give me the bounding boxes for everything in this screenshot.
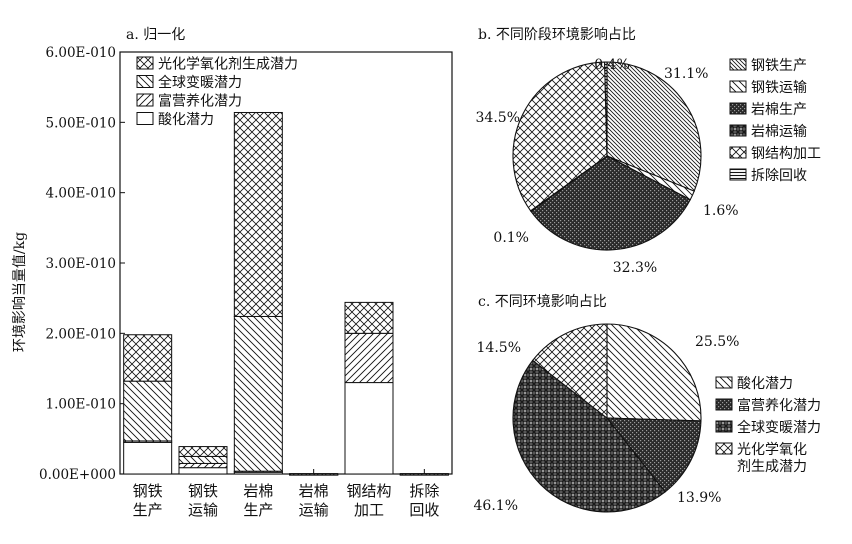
- bar-segment: [344, 332, 394, 384]
- x-tick-label: 钢铁: [188, 482, 218, 500]
- chart-b-slices: [512, 61, 702, 251]
- bar-segment: [289, 473, 339, 476]
- slice-percent-label: 46.1%: [474, 498, 518, 514]
- x-tick-label: 运输: [299, 501, 329, 519]
- chart-a-title: a. 归一化: [126, 26, 185, 43]
- legend-swatch: [136, 93, 154, 107]
- legend-label: 岩棉运输: [751, 123, 807, 140]
- legend-swatch: [729, 168, 747, 181]
- slice-percent-label: 34.5%: [476, 110, 520, 126]
- legend-swatch: [715, 398, 733, 411]
- bar-segment: [178, 455, 228, 464]
- pie-slice: [512, 359, 666, 513]
- y-axis-label: 环境影响当量值/kg: [12, 232, 28, 352]
- bar-segment: [123, 441, 173, 475]
- legend-label: 富营养化潜力: [158, 93, 242, 110]
- y-tick-label: 4.00E-010: [46, 186, 117, 202]
- legend-label: 光化学氧化: [737, 442, 807, 458]
- slice-percent-label: 0.4%: [594, 57, 630, 73]
- x-tick-label: 钢铁: [133, 482, 163, 500]
- bar-segment: [233, 111, 283, 317]
- slice-percent-label: 13.9%: [677, 490, 721, 506]
- chart-a-bars: [123, 111, 449, 476]
- slice-percent-label: 32.3%: [613, 260, 657, 276]
- legend-label: 钢铁运输: [751, 80, 807, 96]
- y-tick-label: 6.00E-010: [46, 45, 117, 61]
- stacked-bar-chart: a. 归一化 环境影响当量值/kg 0.00E+000 1.00E-010 2.00…: [12, 26, 453, 519]
- chart-c-slices: [512, 323, 702, 513]
- legend-swatch: [729, 80, 747, 93]
- pie-slice: [605, 417, 702, 493]
- x-tick-label: 运输: [188, 501, 218, 519]
- x-tick-label: 加工: [354, 501, 384, 519]
- bar-segment: [178, 462, 228, 469]
- bar-segment: [344, 382, 394, 475]
- legend-swatch: [729, 58, 747, 71]
- legend-label: 全球变暖潜力: [737, 419, 821, 436]
- chart-c-labels: 25.5% 13.9% 46.1% 14.5%: [474, 334, 740, 514]
- x-tick-label: 生产: [133, 501, 163, 519]
- bar-segment: [178, 467, 228, 475]
- y-tick-label: 3.00E-010: [46, 256, 117, 272]
- pie-slice: [530, 155, 691, 251]
- legend-swatch: [136, 75, 154, 88]
- y-tick-label: 5.00E-010: [46, 115, 117, 131]
- chart-a-axes: 0.00E+000 1.00E-010 2.00E-010 3.00E-010 4.00…: [39, 45, 453, 519]
- legend-swatch: [729, 124, 747, 137]
- slice-percent-label: 25.5%: [695, 334, 739, 350]
- x-tick-label: 拆除: [409, 482, 439, 500]
- legend-label: 钢结构加工: [751, 146, 821, 162]
- slice-percent-label: 0.1%: [493, 230, 529, 246]
- chart-b-title: b. 不同阶段环境影响占比: [478, 27, 636, 43]
- pie-slice: [606, 323, 702, 422]
- slice-percent-label: 14.5%: [477, 340, 521, 356]
- slice-percent-label: 31.1%: [664, 66, 708, 82]
- pie-slice: [531, 323, 608, 420]
- slice-percent-label: 1.6%: [703, 203, 739, 219]
- x-tick-label: 生产: [243, 501, 273, 519]
- legend-label: 全球变暖潜力: [158, 74, 242, 91]
- pie-slice: [606, 61, 702, 192]
- legend-label: 钢铁生产: [751, 58, 807, 74]
- legend-swatch: [729, 146, 747, 159]
- bar-segment: [344, 301, 394, 334]
- bar-segment: [123, 380, 173, 442]
- x-tick-label: 回收: [409, 501, 439, 519]
- legend-swatch: [715, 442, 733, 455]
- pie-slice: [604, 61, 608, 157]
- pie-slice: [512, 61, 608, 212]
- bar-segment: [178, 446, 228, 457]
- legend-swatch: [729, 102, 747, 115]
- legend-swatch: [715, 420, 733, 433]
- bar-segment: [399, 473, 449, 476]
- legend-label: 光化学氧化剂生成潜力: [158, 57, 298, 73]
- legend-swatch: [715, 376, 733, 389]
- chart-b-labels: 31.1% 1.6% 32.3% 0.1% 34.5% 0.4%: [476, 57, 739, 276]
- legend-label: 岩棉生产: [751, 101, 807, 118]
- legend-label: 酸化潜力: [737, 376, 793, 392]
- legend-label: 富营养化潜力: [737, 397, 821, 414]
- bar-segment: [123, 334, 173, 382]
- legend-swatch: [136, 112, 154, 125]
- legend-label: 酸化潜力: [158, 112, 214, 128]
- legend-label: 拆除回收: [751, 168, 807, 184]
- bar-segment: [233, 315, 283, 472]
- chart-c-title: c. 不同环境影响占比: [478, 294, 607, 310]
- pie-chart-impacts: c. 不同环境影响占比 25.5% 13.9% 46.1% 14.5% 酸化潜力富营养…: [474, 294, 821, 514]
- x-tick-label: 钢结构: [346, 482, 391, 500]
- legend-swatch: [136, 56, 154, 70]
- x-tick-label: 岩棉: [243, 482, 273, 500]
- y-tick-label: 0.00E+000: [39, 467, 116, 483]
- pie-chart-stages: b. 不同阶段环境影响占比 31.1% 1.6% 32.3% 0.1% 34.5% 0.4…: [476, 27, 821, 276]
- y-tick-label: 2.00E-010: [46, 326, 117, 342]
- legend-label: 剂生成潜力: [737, 459, 807, 475]
- y-tick-label: 1.00E-010: [46, 397, 117, 413]
- x-tick-label: 岩棉: [299, 482, 329, 500]
